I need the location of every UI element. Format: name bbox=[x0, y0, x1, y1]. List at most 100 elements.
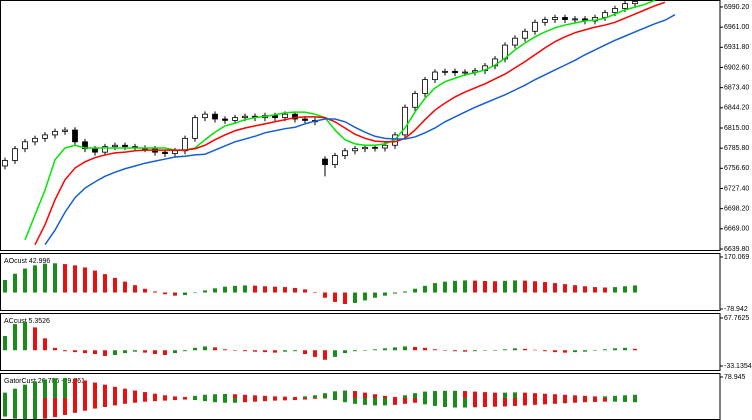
histogram-bar bbox=[453, 397, 457, 408]
histogram-bar bbox=[373, 397, 377, 406]
histogram-bar bbox=[493, 281, 497, 293]
histogram-bar bbox=[293, 396, 297, 398]
candle-body bbox=[322, 158, 328, 165]
histogram-bar bbox=[623, 395, 627, 398]
histogram-bar bbox=[243, 285, 247, 293]
histogram-bar bbox=[443, 390, 447, 398]
histogram-bar bbox=[383, 292, 387, 296]
histogram-bar bbox=[63, 397, 67, 415]
histogram-bar bbox=[353, 397, 357, 404]
histogram-bar bbox=[203, 397, 207, 402]
histogram-bar bbox=[383, 397, 387, 406]
histogram-bar bbox=[633, 348, 637, 351]
histogram-bar bbox=[383, 348, 387, 351]
histogram-bar bbox=[543, 282, 547, 293]
histogram-bar bbox=[463, 397, 467, 408]
histogram-bar bbox=[473, 280, 477, 293]
candle-body bbox=[462, 71, 468, 74]
candle-body bbox=[372, 146, 378, 149]
candle-body bbox=[352, 148, 358, 152]
histogram-bar bbox=[273, 396, 277, 398]
histogram-bar bbox=[233, 285, 237, 293]
candle-body bbox=[402, 106, 408, 136]
histogram-bar bbox=[423, 391, 427, 398]
histogram-bar bbox=[173, 396, 177, 398]
histogram-bar bbox=[533, 397, 537, 405]
candle-body bbox=[442, 70, 448, 73]
y-tick-label: 6669.00 bbox=[724, 226, 749, 233]
histogram-bar bbox=[603, 287, 607, 293]
histogram-bar bbox=[313, 395, 317, 398]
panel-frame bbox=[0, 0, 721, 251]
histogram-bar bbox=[203, 290, 207, 293]
histogram-bar bbox=[73, 397, 77, 413]
histogram-bar bbox=[153, 350, 157, 355]
histogram-bar bbox=[513, 392, 517, 398]
histogram-bar bbox=[463, 391, 467, 398]
histogram-bar bbox=[133, 390, 137, 398]
histogram-bar bbox=[173, 292, 177, 296]
candle-body bbox=[122, 144, 128, 148]
candle-body bbox=[552, 17, 558, 20]
histogram-bar bbox=[343, 390, 347, 398]
histogram-bar bbox=[393, 347, 397, 351]
histogram-bar bbox=[123, 397, 127, 404]
histogram-bar bbox=[303, 350, 307, 355]
histogram-bar bbox=[403, 291, 407, 293]
histogram-bar bbox=[583, 350, 587, 352]
histogram-bar bbox=[473, 391, 477, 398]
histogram-bar bbox=[533, 349, 537, 351]
histogram-bar bbox=[223, 286, 227, 293]
histogram-bar bbox=[83, 397, 87, 411]
candle-body bbox=[542, 19, 548, 23]
histogram-bar bbox=[153, 397, 157, 402]
histogram-bar bbox=[363, 397, 367, 405]
histogram-bar bbox=[33, 327, 37, 351]
histogram-bar bbox=[163, 397, 167, 401]
histogram-bar bbox=[413, 393, 417, 398]
histogram-bar bbox=[563, 394, 567, 398]
histogram-bar bbox=[633, 285, 637, 293]
panel-frame bbox=[0, 253, 721, 311]
histogram-bar bbox=[83, 267, 87, 293]
histogram-bar bbox=[343, 350, 347, 354]
histogram-bar bbox=[143, 350, 147, 353]
y-tick-label: 6815.00 bbox=[724, 125, 749, 132]
histogram-bar bbox=[353, 292, 357, 303]
histogram-bar bbox=[133, 285, 137, 293]
histogram-bar bbox=[233, 350, 237, 351]
histogram-bar bbox=[13, 324, 17, 351]
histogram-bar bbox=[213, 397, 217, 403]
histogram-bar bbox=[83, 350, 87, 354]
candle-body bbox=[162, 151, 168, 154]
histogram-bar bbox=[503, 280, 507, 293]
histogram-bar bbox=[473, 397, 477, 408]
y-tick-label: 78.945 bbox=[724, 374, 746, 381]
histogram-bar bbox=[623, 286, 627, 293]
histogram-bar bbox=[483, 281, 487, 293]
histogram-bar bbox=[123, 281, 127, 293]
histogram-bar bbox=[363, 392, 367, 398]
histogram-bar bbox=[23, 321, 27, 351]
histogram-bar bbox=[173, 350, 177, 354]
histogram-bar bbox=[73, 265, 77, 293]
histogram-bar bbox=[493, 397, 497, 407]
histogram-bar bbox=[333, 391, 337, 398]
histogram-bar bbox=[23, 384, 27, 398]
histogram-bar bbox=[333, 397, 337, 401]
histogram-bar bbox=[163, 350, 167, 355]
histogram-bar bbox=[483, 350, 487, 351]
histogram-bar bbox=[313, 350, 317, 357]
histogram-bar bbox=[73, 350, 77, 353]
histogram-bar bbox=[453, 280, 457, 293]
histogram-bar bbox=[523, 348, 527, 351]
candle-body bbox=[62, 129, 68, 132]
histogram-bar bbox=[493, 350, 497, 351]
histogram-bar bbox=[253, 397, 257, 402]
candle-body bbox=[172, 150, 178, 154]
indicator-label: AOcust 42.996 bbox=[4, 258, 50, 265]
y-tick-label: 6639.80 bbox=[724, 246, 749, 253]
histogram-bar bbox=[573, 350, 577, 353]
histogram-bar bbox=[83, 380, 87, 398]
